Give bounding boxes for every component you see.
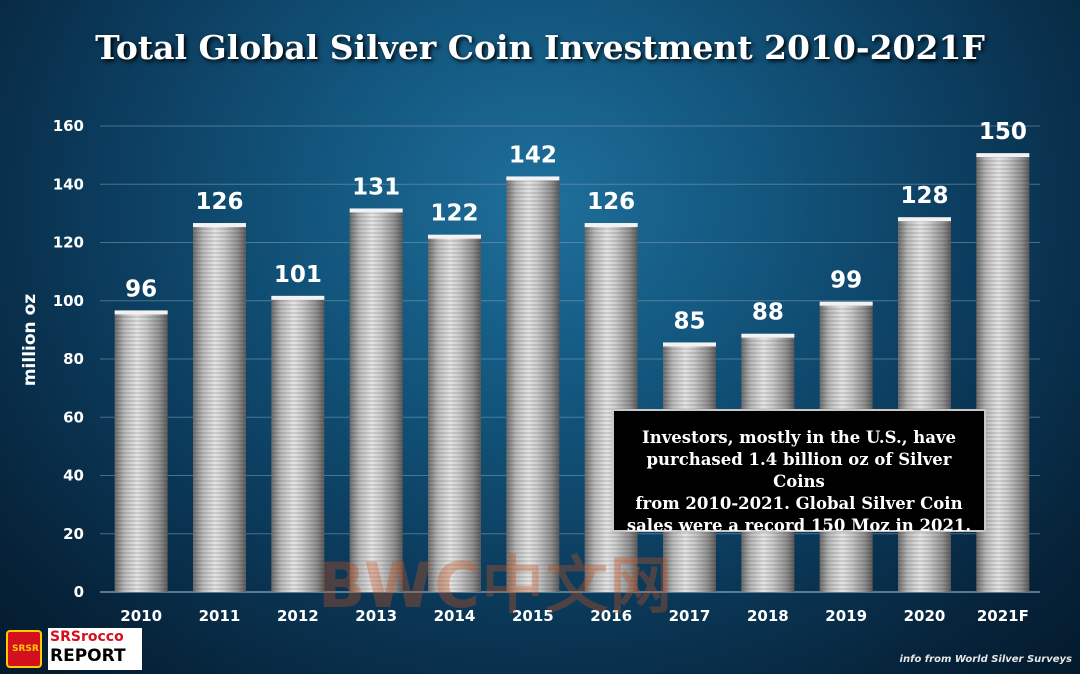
y-tick-label: 60 [63, 408, 84, 426]
bar-cap [114, 310, 168, 315]
bar-cap [506, 176, 560, 181]
x-tick-label: 2010 [120, 607, 162, 625]
y-tick-label: 160 [53, 117, 84, 135]
data-label: 150 [979, 119, 1027, 145]
logo-line2: REPORT [50, 646, 126, 666]
data-label: 88 [752, 300, 784, 326]
bar-texture [114, 312, 168, 592]
source-note: info from World Silver Surveys [899, 654, 1072, 665]
bar-texture [271, 297, 325, 592]
x-tick-label: 2017 [669, 607, 711, 625]
x-tick-label: 2015 [512, 607, 554, 625]
bar-texture [349, 210, 403, 592]
annotation-line: from 2010-2021. Global Silver Coin [635, 494, 963, 513]
chart-title: Total Global Silver Coin Investment 2010… [95, 28, 985, 67]
logo-badge-icon: SRSR [6, 630, 42, 668]
y-tick-label: 0 [74, 583, 84, 601]
y-tick-label: 40 [63, 467, 84, 485]
bar-cap [898, 217, 951, 222]
bar-cap [663, 342, 716, 347]
data-label: 85 [673, 308, 705, 334]
annotation-line: sales were a record 150 Moz in 2021. [626, 516, 972, 535]
annotation-line: Investors, mostly in the U.S., have [642, 428, 956, 447]
y-tick-label: 140 [53, 175, 84, 193]
data-label: 128 [900, 183, 948, 209]
bar-cap [584, 223, 638, 228]
bar-cap [428, 234, 481, 239]
x-tick-label: 2016 [590, 607, 632, 625]
data-label: 126 [195, 189, 243, 215]
y-tick-label: 120 [53, 234, 84, 252]
bar-cap [741, 333, 795, 338]
bar-cap [349, 208, 403, 213]
watermark: BWC中文网 [318, 549, 674, 622]
x-tick-label: 2014 [434, 607, 476, 625]
logo-wordmark: SRSrocco REPORT [48, 628, 142, 670]
y-tick-label: 20 [63, 525, 84, 543]
data-label: 122 [430, 201, 478, 227]
y-tick-label: 100 [53, 292, 84, 310]
data-label: 96 [125, 276, 157, 302]
x-tick-label: 2012 [277, 607, 319, 625]
bar-cap [271, 295, 325, 300]
x-tick-label: 2021F [977, 607, 1029, 625]
data-label: 142 [509, 142, 557, 168]
y-tick-label: 80 [63, 350, 84, 368]
x-tick-label: 2011 [199, 607, 241, 625]
data-label: 131 [352, 174, 400, 200]
bar-texture [428, 236, 481, 593]
x-tick-label: 2013 [355, 607, 397, 625]
srsrocco-logo: SRSR SRSrocco REPORT [4, 628, 142, 670]
data-label: 101 [274, 262, 322, 288]
logo-line1: SRSrocco [50, 629, 124, 645]
data-label: 99 [830, 268, 862, 294]
bar-cap [819, 301, 873, 306]
x-tick-label: 2019 [825, 607, 867, 625]
bar-texture [193, 225, 246, 592]
bar-cap [976, 153, 1030, 158]
annotation-box: Investors, mostly in the U.S., have purc… [612, 409, 986, 535]
data-label: 126 [587, 189, 635, 215]
bar-texture [506, 178, 560, 593]
x-tick-label: 2018 [747, 607, 789, 625]
bar-cap [193, 223, 246, 228]
logo-badge-text: SRSR [12, 644, 39, 654]
annotation-line: purchased 1.4 billion oz of Silver Coins [646, 450, 952, 491]
x-tick-label: 2020 [904, 607, 946, 625]
